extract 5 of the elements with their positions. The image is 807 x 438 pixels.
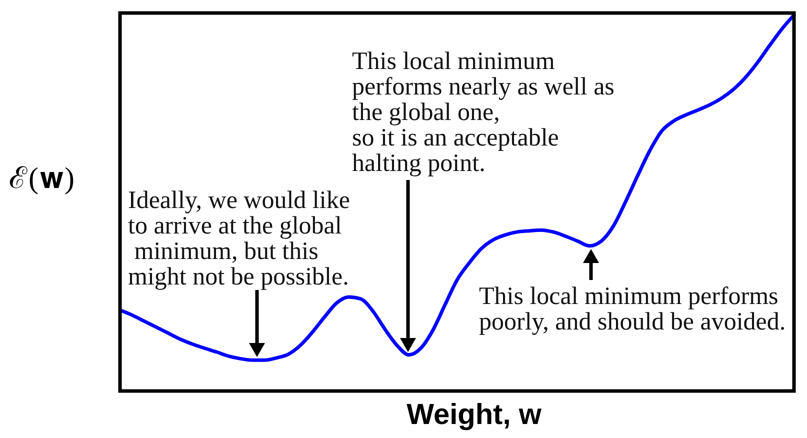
- y-axis-title: ℰ(𝐰): [9, 162, 76, 195]
- annotation: This local minimum performs poorly, and should be avoided.: [479, 283, 786, 336]
- annotation: Ideally, we would like to arrive at the global minimum, but this might not be possible.: [128, 187, 350, 290]
- annotation: This local minimum performs nearly as well as the global one, so it is an acceptable halting point.: [352, 48, 614, 177]
- x-axis-title: Weight, w: [406, 399, 542, 431]
